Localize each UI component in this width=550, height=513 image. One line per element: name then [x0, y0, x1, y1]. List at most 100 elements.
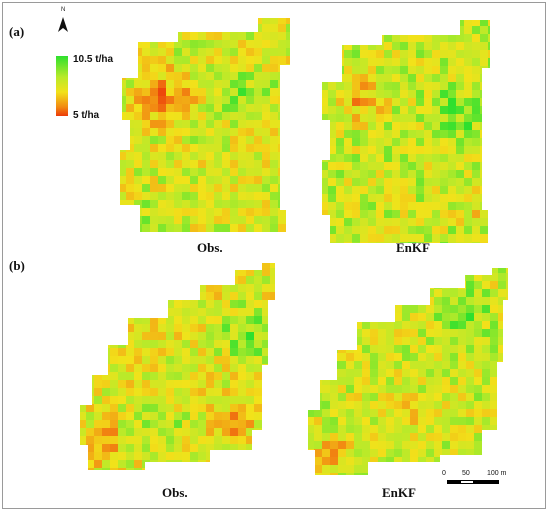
raster-cell: [322, 130, 329, 139]
raster-cell: [110, 300, 119, 309]
raster-cell: [394, 313, 403, 322]
raster-cell: [394, 369, 403, 378]
raster-cell: [270, 348, 275, 357]
raster-cell: [308, 353, 315, 362]
raster-cell: [182, 40, 191, 49]
raster-cell: [222, 112, 231, 121]
raster-cell: [474, 289, 483, 298]
raster-cell: [330, 409, 339, 418]
raster-cell: [150, 128, 159, 137]
raster-cell: [254, 468, 263, 470]
raster-cell: [416, 242, 425, 243]
raster-cell: [426, 385, 435, 394]
raster-cell: [238, 364, 247, 373]
raster-cell: [482, 345, 491, 354]
raster-cell: [384, 98, 393, 107]
raster-cell: [354, 377, 363, 386]
raster-cell: [426, 457, 435, 466]
raster-cell: [238, 276, 247, 285]
raster-cell: [458, 345, 467, 354]
raster-cell: [110, 268, 119, 277]
raster-cell: [434, 289, 443, 298]
raster-cell: [354, 337, 363, 346]
raster-cell: [352, 106, 361, 115]
raster-cell: [182, 128, 191, 137]
raster-cell: [488, 74, 490, 83]
raster-cell: [118, 380, 127, 389]
raster-cell: [344, 234, 353, 243]
raster-cell: [150, 308, 159, 317]
raster-cell: [254, 18, 263, 25]
raster-cell: [434, 401, 443, 410]
raster-cell: [190, 308, 199, 317]
raster-cell: [174, 348, 183, 357]
raster-cell: [308, 449, 315, 458]
raster-cell: [102, 420, 111, 429]
raster-cell: [126, 372, 135, 381]
raster-cell: [126, 80, 135, 89]
raster-cell: [368, 20, 377, 27]
raster-cell: [362, 305, 371, 314]
raster-cell: [450, 281, 459, 290]
raster-cell: [410, 409, 419, 418]
raster-cell: [458, 321, 467, 330]
raster-cell: [214, 316, 223, 325]
raster-cell: [126, 356, 135, 365]
raster-cell: [482, 401, 491, 410]
raster-cell: [442, 401, 451, 410]
raster-cell: [418, 305, 427, 314]
raster-cell: [206, 112, 215, 121]
raster-cell: [384, 154, 393, 163]
raster-cell: [86, 348, 95, 357]
raster-cell: [214, 332, 223, 341]
raster-cell: [408, 50, 417, 59]
raster-cell: [330, 369, 339, 378]
raster-cell: [370, 465, 379, 474]
raster-cell: [158, 284, 167, 293]
raster-cell: [386, 361, 395, 370]
raster-cell: [354, 369, 363, 378]
raster-cell: [222, 216, 231, 225]
raster-cell: [440, 138, 449, 147]
raster-cell: [126, 444, 135, 453]
raster-cell: [456, 226, 465, 235]
raster-cell: [142, 428, 151, 437]
raster-cell: [482, 377, 491, 386]
raster-cell: [182, 364, 191, 373]
raster-cell: [150, 284, 159, 293]
raster-cell: [490, 321, 499, 330]
raster-cell: [308, 321, 315, 330]
raster-cell: [102, 316, 111, 325]
raster-cell: [440, 106, 449, 115]
raster-cell: [416, 138, 425, 147]
north-arrow-icon: [58, 17, 68, 32]
raster-cell: [102, 348, 111, 357]
raster-cell: [448, 202, 457, 211]
raster-cell: [346, 457, 355, 466]
raster-cell: [262, 184, 271, 193]
raster-cell: [214, 152, 223, 161]
raster-cell: [378, 337, 387, 346]
raster-cell: [360, 20, 369, 27]
raster-cell: [134, 232, 143, 241]
raster-cell: [118, 292, 127, 301]
raster-cell: [254, 340, 263, 349]
raster-cell: [254, 348, 263, 357]
raster-cell: [166, 308, 175, 317]
raster-cell: [336, 154, 345, 163]
raster-cell: [222, 184, 231, 193]
raster-cell: [434, 361, 443, 370]
raster-cell: [490, 425, 499, 434]
raster-cell: [166, 184, 175, 193]
raster-cell: [368, 66, 377, 75]
raster-cell: [86, 268, 95, 277]
raster-cell: [360, 210, 369, 219]
raster-cell: [352, 20, 361, 27]
raster-cell: [480, 202, 489, 211]
raster-cell: [352, 162, 361, 171]
raster-cell: [86, 444, 95, 453]
raster-cell: [150, 64, 159, 73]
raster-cell: [354, 393, 363, 402]
raster-cell: [142, 40, 151, 49]
raster-cell: [480, 178, 489, 187]
